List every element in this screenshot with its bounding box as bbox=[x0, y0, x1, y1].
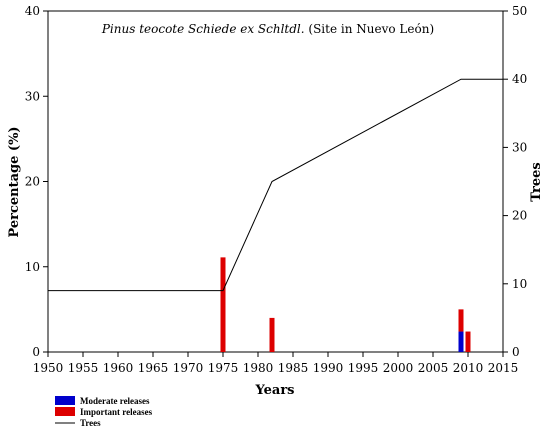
x-tick-label: 1955 bbox=[68, 361, 99, 375]
x-tick-label: 1995 bbox=[348, 361, 379, 375]
x-tick-label: 1970 bbox=[173, 361, 204, 375]
x-tick-label: 2015 bbox=[488, 361, 519, 375]
bar-important-releases bbox=[465, 331, 471, 352]
x-tick-label: 1965 bbox=[138, 361, 169, 375]
y-right-tick-label: 0 bbox=[512, 345, 520, 359]
chart-title-italic: Pinus teocote Schiede ex Schltdl. bbox=[101, 22, 305, 36]
y-left-tick-label: 10 bbox=[25, 260, 40, 274]
y-right-tick-label: 40 bbox=[512, 72, 527, 86]
y-right-tick-label: 30 bbox=[512, 140, 527, 154]
trees-line bbox=[48, 78, 503, 292]
bars-layer bbox=[220, 257, 471, 352]
labels-layer: 1950 1955 1960 1965 1970 1975 1980 1985 1990 1995… bbox=[7, 4, 544, 398]
y-right-tick-label: 50 bbox=[512, 4, 527, 18]
y-left-tick-label: 0 bbox=[32, 345, 40, 359]
plot-frame bbox=[47, 10, 504, 353]
y-left-tick-label: 20 bbox=[25, 175, 40, 189]
bar-important-releases bbox=[458, 309, 464, 332]
legend-swatch-moderate-releases bbox=[55, 396, 75, 405]
x-axis-title: Years bbox=[254, 383, 294, 398]
y-right-axis-title: Trees bbox=[529, 162, 544, 201]
x-tick-label: 1960 bbox=[103, 361, 134, 375]
x-tick-label: 2010 bbox=[453, 361, 484, 375]
legend-swatch-important-releases bbox=[55, 407, 75, 416]
bar-moderate-releases bbox=[458, 331, 464, 352]
x-tick-label: 2000 bbox=[383, 361, 414, 375]
x-tick-label: 1975 bbox=[208, 361, 239, 375]
y-left-axis-title: Percentage (%) bbox=[7, 126, 22, 237]
legend-label: Trees bbox=[80, 418, 101, 428]
bar-important-releases bbox=[269, 317, 275, 352]
chart-title-rest: (Site in Nuevo León) bbox=[305, 22, 435, 36]
y-left-tick-label: 30 bbox=[25, 89, 40, 103]
x-tick-label: 1985 bbox=[278, 361, 309, 375]
legend-label: Moderate releases bbox=[80, 396, 150, 406]
bar-important-releases bbox=[220, 257, 226, 352]
chart-title: Pinus teocote Schiede ex Schltdl. (Site … bbox=[101, 22, 434, 36]
x-tick-label: 1950 bbox=[33, 361, 64, 375]
y-right-tick-label: 20 bbox=[512, 209, 527, 223]
y-left-tick-label: 40 bbox=[25, 4, 40, 18]
trees-line-layer bbox=[48, 78, 503, 292]
x-tick-label: 1980 bbox=[243, 361, 274, 375]
legend-label: Important releases bbox=[80, 407, 153, 417]
y-right-tick-label: 10 bbox=[512, 277, 527, 291]
x-tick-label: 1990 bbox=[313, 361, 344, 375]
plot-axes bbox=[43, 10, 508, 357]
x-tick-label: 2005 bbox=[418, 361, 449, 375]
